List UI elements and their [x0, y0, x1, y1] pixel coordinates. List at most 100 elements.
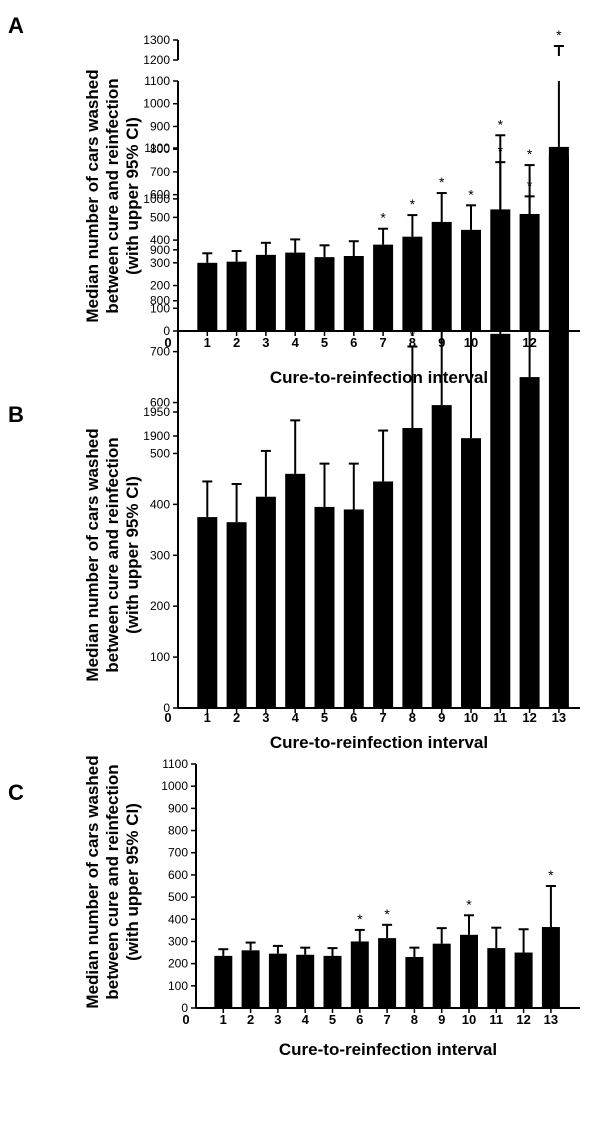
significance-star: *: [548, 867, 554, 883]
y-tick-label: 1100: [144, 74, 170, 88]
x-tick-label: 5: [321, 335, 328, 350]
x-tick-label: 9: [438, 710, 445, 725]
y-tick-label: 1000: [143, 97, 170, 111]
y-tick-label: 600: [150, 396, 170, 410]
bar: [343, 256, 364, 331]
significance-star: *: [439, 287, 445, 303]
bar: [343, 509, 364, 708]
y-tick-label: 500: [150, 446, 170, 460]
x-tick-label: 11: [489, 1012, 503, 1027]
y-tick-label: 1900: [143, 429, 170, 443]
significance-star: *: [357, 911, 363, 927]
y-tick-label: 200: [150, 279, 170, 293]
chart-panel-a: A010020030040050060070080090010001100120…: [8, 13, 580, 387]
y-tick-label: 100: [150, 301, 170, 315]
bar: [285, 252, 306, 331]
significance-star: *: [439, 174, 445, 190]
x-tick-label: 6: [350, 710, 357, 725]
y-tick-label: 900: [150, 243, 170, 257]
y-tick-label: 800: [150, 294, 170, 308]
x-tick-label: 6: [356, 1012, 363, 1027]
x-tick-label: 1: [204, 710, 211, 725]
x-tick-label: 2: [233, 335, 240, 350]
y-tick-label: 1300: [143, 33, 170, 47]
significance-star: *: [498, 116, 504, 132]
y-tick-label: 1200: [143, 53, 170, 67]
y-tick-label: 1100: [144, 141, 170, 155]
y-tick-label: 1950: [143, 405, 170, 419]
y-tick-label: 1100: [162, 757, 188, 771]
significance-star: *: [384, 906, 390, 922]
bar: [487, 948, 506, 1008]
y-tick-label: 0: [181, 1001, 188, 1015]
y-tick-label: 0: [163, 324, 170, 338]
bar: [519, 377, 540, 708]
x-tick-label: 7: [383, 1012, 390, 1027]
y-tick-label: 500: [150, 210, 170, 224]
significance-star: *: [527, 146, 533, 162]
x-tick-label: 0: [164, 335, 171, 350]
y-tick-label: 300: [150, 548, 170, 562]
x-tick-label: 0: [164, 710, 171, 725]
bar: [514, 952, 533, 1008]
y-tick-label: 1000: [143, 192, 170, 206]
bar: [197, 517, 218, 708]
y-tick-label: 200: [150, 599, 170, 613]
x-tick-label: 7: [379, 335, 386, 350]
y-axis-title-line: between cure and reinfection: [103, 437, 122, 672]
bar: [314, 257, 335, 331]
bar: [214, 955, 233, 1008]
panel-letter: A: [8, 13, 24, 38]
y-tick-label: 900: [150, 119, 170, 133]
y-tick-label: 700: [150, 165, 170, 179]
bar: [226, 261, 247, 331]
significance-star: *: [380, 210, 386, 226]
y-tick-label: 200: [168, 957, 188, 971]
bar: [461, 229, 481, 331]
y-axis-title: Median number of cars washedbetween cure…: [83, 428, 142, 681]
significance-star: *: [556, 407, 562, 423]
x-tick-label: 12: [516, 1012, 530, 1027]
x-tick-label: 7: [379, 710, 386, 725]
significance-star: *: [410, 196, 416, 212]
chart-panel-b: B010020030040050060070080090010001100190…: [8, 116, 580, 752]
bar: [197, 262, 218, 331]
y-tick-label: 300: [168, 934, 188, 948]
x-tick-label: 13: [544, 1012, 558, 1027]
y-tick-label: 100: [168, 979, 188, 993]
x-tick-label: 2: [233, 710, 240, 725]
y-axis-title-line: (with upper 95% CI): [123, 476, 142, 634]
bar: [285, 473, 306, 708]
panel-letter: B: [8, 402, 24, 427]
x-tick-label: 8: [409, 710, 416, 725]
y-tick-label: 400: [150, 497, 170, 511]
x-tick-label: 3: [262, 710, 269, 725]
bar: [255, 496, 276, 708]
x-tick-label: 10: [462, 1012, 476, 1027]
y-tick-label: 1000: [161, 779, 188, 793]
x-axis-title: Cure-to-reinfection interval: [270, 368, 488, 387]
x-tick-label: 13: [552, 710, 566, 725]
bar: [323, 955, 342, 1008]
y-tick-label: 600: [150, 188, 170, 202]
bar: [405, 956, 424, 1008]
y-axis-title-line: (with upper 95% CI): [123, 803, 142, 961]
bar: [255, 254, 276, 331]
y-axis-title-line: (with upper 95% CI): [123, 117, 142, 275]
x-tick-label: 1: [204, 335, 211, 350]
x-axis-title: Cure-to-reinfection interval: [270, 733, 488, 752]
bar: [268, 953, 287, 1008]
y-tick-label: 100: [150, 650, 170, 664]
x-tick-label: 4: [292, 335, 300, 350]
significance-star: *: [410, 328, 416, 344]
bar: [432, 943, 451, 1008]
bar: [541, 927, 560, 1008]
bar: [460, 934, 478, 1008]
y-tick-label: 300: [150, 256, 170, 270]
x-axis-title: Cure-to-reinfection interval: [279, 1040, 497, 1059]
y-tick-label: 700: [150, 345, 170, 359]
x-tick-label: 4: [292, 710, 300, 725]
y-tick-label: 500: [168, 890, 188, 904]
